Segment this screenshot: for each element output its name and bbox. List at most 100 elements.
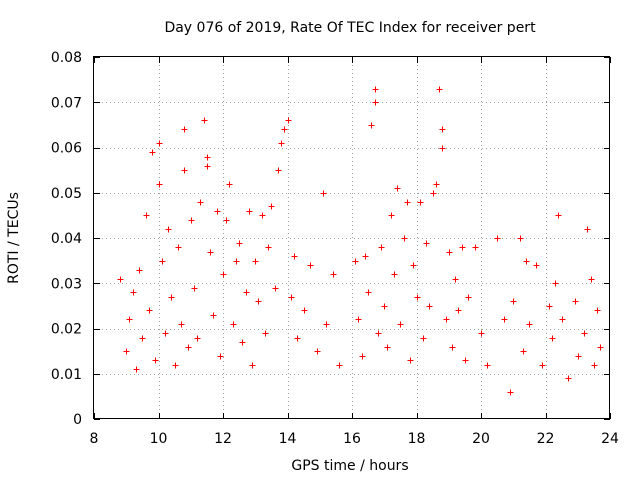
data-point [323, 321, 330, 328]
data-point [220, 271, 227, 278]
data-point [372, 86, 379, 93]
x-tick-label: 22 [537, 431, 555, 447]
y-tick-label: 0.01 [51, 367, 82, 383]
data-point [591, 362, 598, 369]
x-axis-ticks: 8 10 12 14 16 18 20 22 24 [90, 57, 619, 447]
y-axis-label: ROTI / TECUs [6, 192, 22, 284]
data-point [188, 217, 195, 224]
data-point [352, 258, 359, 265]
data-point [433, 181, 440, 188]
data-point [565, 375, 572, 382]
data-point [555, 212, 562, 219]
y-tick-label: 0.03 [51, 276, 82, 292]
data-point [472, 244, 479, 251]
data-point [465, 294, 472, 301]
data-point [533, 262, 540, 269]
data-point [249, 362, 256, 369]
data-point [594, 307, 601, 314]
x-tick-label: 8 [90, 431, 99, 447]
y-tick-label: 0.02 [51, 322, 82, 338]
data-point [281, 126, 288, 133]
data-point [255, 298, 262, 305]
data-point [581, 330, 588, 337]
data-point [520, 348, 527, 355]
data-point [546, 303, 553, 310]
data-point [149, 149, 156, 156]
data-point [375, 330, 382, 337]
y-tick-label: 0.07 [51, 95, 82, 111]
data-point [207, 249, 214, 256]
data-point [404, 199, 411, 206]
y-tick-label: 0 [73, 412, 82, 428]
data-point [588, 276, 595, 283]
data-point [459, 244, 466, 251]
data-point [185, 344, 192, 351]
data-point [178, 321, 185, 328]
plot-frame [93, 56, 610, 419]
data-point [126, 316, 133, 323]
data-point [307, 262, 314, 269]
data-point [233, 258, 240, 265]
data-point [407, 357, 414, 364]
data-points [117, 86, 604, 396]
data-point [523, 258, 530, 265]
data-point [365, 289, 372, 296]
data-point [172, 362, 179, 369]
data-point [394, 185, 401, 192]
data-point [507, 389, 514, 396]
data-point [526, 321, 533, 328]
data-point [372, 99, 379, 106]
data-point [572, 298, 579, 305]
data-point [368, 122, 375, 129]
data-point [201, 117, 208, 124]
data-point [423, 240, 430, 247]
data-point [388, 212, 395, 219]
data-point [294, 335, 301, 342]
data-point [181, 126, 188, 133]
data-point [517, 235, 524, 242]
y-tick-label: 0.05 [51, 186, 82, 202]
y-axis-ticks: 0 0.01 0.02 0.03 0.04 0.05 0.06 0.07 0.08 [51, 50, 610, 428]
data-point [336, 362, 343, 369]
data-point [146, 307, 153, 314]
data-point [539, 362, 546, 369]
data-point [301, 307, 308, 314]
data-point [262, 330, 269, 337]
y-tick-label: 0.08 [51, 50, 82, 66]
y-tick-label: 0.04 [51, 231, 82, 247]
data-point [217, 353, 224, 360]
data-point [191, 285, 198, 292]
x-tick-label: 10 [150, 431, 168, 447]
data-point [204, 154, 211, 161]
data-point [439, 145, 446, 152]
data-point [285, 117, 292, 124]
data-point [426, 303, 433, 310]
data-point [439, 126, 446, 133]
data-point [162, 330, 169, 337]
data-point [436, 86, 443, 93]
x-tick-label: 18 [408, 431, 426, 447]
data-point [252, 258, 259, 265]
data-point [156, 140, 163, 147]
data-point [123, 348, 130, 355]
data-point [401, 235, 408, 242]
data-point [136, 267, 143, 274]
data-point [391, 271, 398, 278]
data-point [549, 335, 556, 342]
data-point [378, 244, 385, 251]
data-point [552, 280, 559, 287]
data-point [152, 357, 159, 364]
data-point [584, 226, 591, 233]
data-point [278, 140, 285, 147]
data-point [446, 249, 453, 256]
data-point [210, 312, 217, 319]
data-point [226, 181, 233, 188]
data-point [452, 276, 459, 283]
data-point [223, 217, 230, 224]
data-point [494, 235, 501, 242]
data-point [265, 244, 272, 251]
data-point [130, 289, 137, 296]
data-point [259, 212, 266, 219]
data-point [417, 199, 424, 206]
